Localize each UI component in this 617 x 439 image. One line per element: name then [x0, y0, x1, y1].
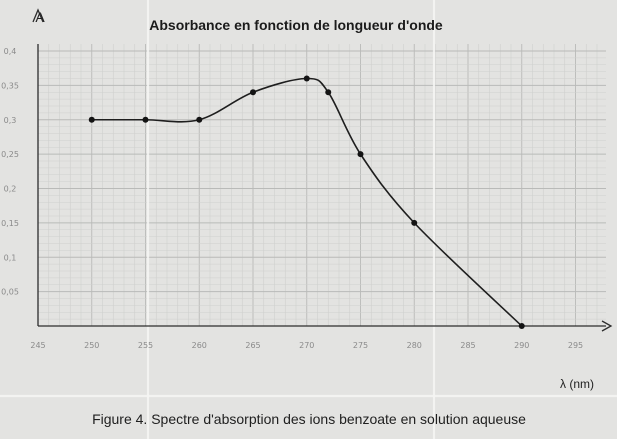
- axes: [32, 8, 613, 332]
- grid: [37, 44, 606, 326]
- data-point: [411, 219, 418, 226]
- y-axis-arrow: [32, 8, 44, 23]
- x-axis-label: λ (nm): [560, 377, 594, 391]
- data-point: [518, 323, 525, 329]
- data-point: [142, 116, 149, 123]
- data-point: [250, 89, 256, 96]
- y-tick-labels: 0,05 0,1 0,15 0,2 0,25 0,3 0,35 0,4: [1, 47, 19, 297]
- x-tick-label: 255: [138, 341, 153, 350]
- x-tick-label: 250: [84, 341, 99, 350]
- y-tick-label: 0,35: [1, 81, 19, 90]
- x-tick-label: 295: [568, 341, 583, 350]
- x-tick-label: 270: [299, 341, 314, 350]
- data-point: [88, 116, 95, 123]
- x-tick-labels: 245 250 255 260 265 270 275 280 285 290 295: [30, 341, 583, 350]
- x-tick-label: 245: [30, 341, 45, 350]
- y-tick-label: 0,4: [4, 47, 17, 56]
- y-axis-label: A: [35, 9, 45, 25]
- y-tick-label: 0,2: [4, 185, 17, 194]
- y-tick-label: 0,05: [1, 288, 19, 297]
- data-point: [196, 116, 203, 123]
- data-point: [357, 151, 364, 158]
- y-tick-label: 0,15: [1, 219, 19, 228]
- data-point: [325, 89, 332, 96]
- series-layer: [88, 75, 525, 329]
- x-tick-label: 275: [353, 341, 368, 350]
- chart-title: Absorbance en fonction de longueur d'ond…: [149, 17, 443, 33]
- x-tick-label: 290: [514, 341, 529, 350]
- y-tick-label: 0,1: [4, 253, 17, 262]
- figure-caption: Figure 4. Spectre d'absorption des ions …: [92, 411, 526, 427]
- x-tick-label: 280: [407, 341, 422, 350]
- y-tick-label: 0,25: [1, 150, 19, 159]
- y-tick-label: 0,3: [4, 116, 17, 125]
- x-tick-label: 285: [460, 341, 475, 350]
- data-point: [303, 75, 310, 82]
- x-tick-label: 260: [192, 341, 207, 350]
- x-axis-arrow: [601, 320, 613, 332]
- x-tick-label: 265: [245, 341, 260, 350]
